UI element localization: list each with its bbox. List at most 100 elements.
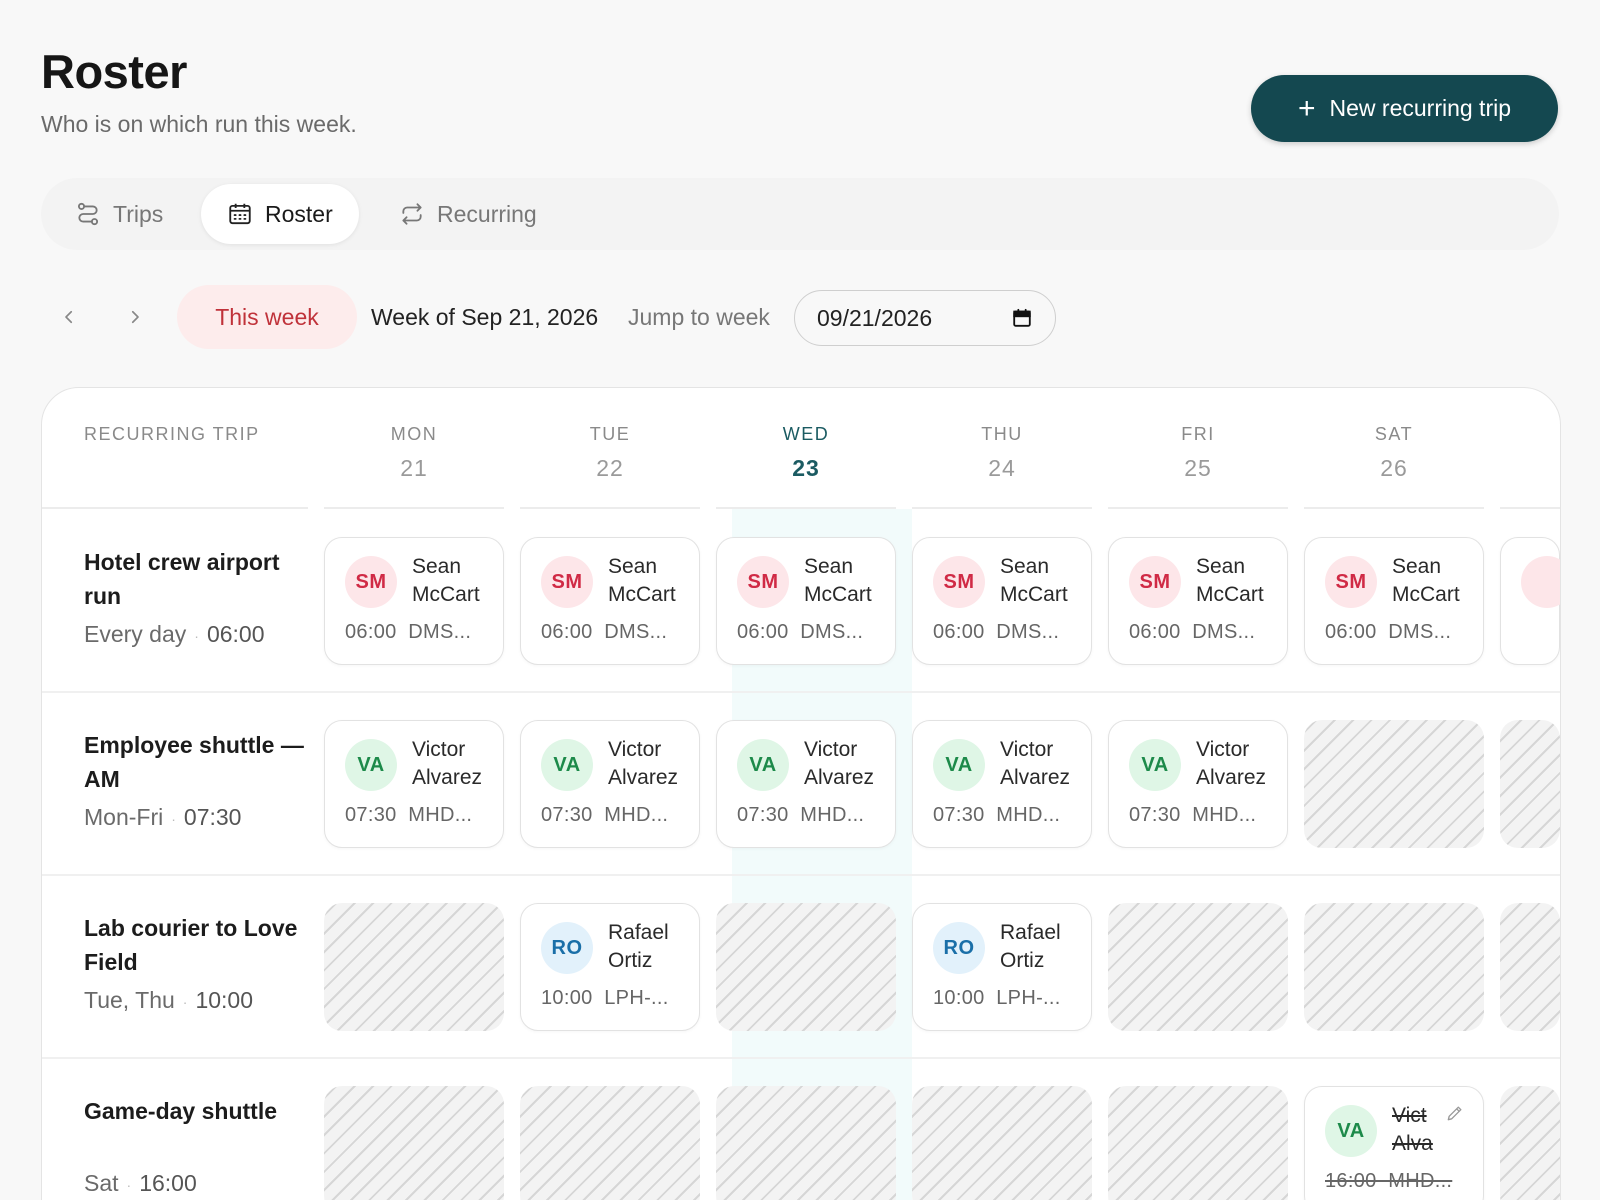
driver-first-name: Sean	[412, 555, 462, 578]
roster-assignment[interactable]: SM Sean McCart 06:00 DMS...	[324, 537, 504, 665]
day-name: TUE	[589, 424, 631, 444]
day-header-wed: WED 23	[716, 424, 896, 482]
date-value: 09/21/2026	[817, 304, 933, 331]
roster-cell-empty[interactable]	[324, 1086, 504, 1200]
driver-name: Rafael Ortiz	[608, 919, 698, 975]
tab-roster[interactable]: Roster	[201, 184, 359, 244]
tab-recurring[interactable]: Recurring	[373, 184, 563, 244]
driver-name: Rafael Ortiz	[1000, 919, 1090, 975]
roster-assignment[interactable]: VA Vict Alva 16:00 MHD...	[1304, 1086, 1484, 1200]
roster-assignment[interactable]: VA Victor Alvarez 07:30 MHD...	[716, 720, 896, 848]
avatar: VA	[933, 739, 985, 791]
roster-assignment[interactable]: SM Sean McCart 06:00 DMS...	[716, 537, 896, 665]
roster-assignment[interactable]: SM Sean McCart 06:00 DMS...	[1108, 537, 1288, 665]
driver-last-name: McCart	[1000, 583, 1068, 606]
avatar: SM	[1129, 556, 1181, 608]
day-header-fri: FRI 25	[1108, 424, 1288, 482]
day-name: SAT	[1374, 424, 1414, 444]
separator-dot: ·	[126, 1176, 132, 1193]
roster-assignment[interactable]: VA Victor Alvarez 07:30 MHD...	[1108, 720, 1288, 848]
roster-cell-empty[interactable]	[716, 1086, 896, 1200]
driver-name: Victor Alvarez	[1000, 736, 1090, 792]
roster-cell-empty[interactable]	[324, 903, 504, 1031]
trip-name[interactable]: Game-day shuttle	[84, 1098, 277, 1124]
trip-schedule: Every day · 06:00	[84, 621, 265, 648]
trip-name[interactable]: Employee shuttle — AM	[84, 732, 304, 792]
roster-assignment[interactable]: SM Sean McCart 06:00 DMS...	[1304, 537, 1484, 665]
calendar-picker-icon[interactable]	[1011, 307, 1033, 329]
trip-days: Tue, Thu	[84, 987, 175, 1013]
week-navigation: This week Week of Sep 21, 2026 Jump to w…	[41, 285, 1141, 349]
avatar: VA	[345, 739, 397, 791]
day-name: FRI	[1181, 424, 1215, 444]
roster-assignment[interactable]: RO Rafael Ortiz 10:00 LPH-...	[912, 903, 1092, 1031]
trip-name[interactable]: Lab courier to Love Field	[84, 915, 298, 975]
avatar: SM	[933, 556, 985, 608]
roster-cell-empty[interactable]	[520, 1086, 700, 1200]
avatar: VA	[541, 739, 593, 791]
roster-assignment[interactable]: VA Victor Alvarez 07:30 MHD...	[324, 720, 504, 848]
roster-assignment[interactable]: VA Victor Alvarez 07:30 MHD...	[520, 720, 700, 848]
new-recurring-trip-button[interactable]: + New recurring trip	[1251, 75, 1558, 142]
driver-first-name: Victor	[608, 738, 662, 761]
roster-cell-overflow[interactable]	[1500, 537, 1560, 665]
chevron-left-icon	[65, 310, 73, 324]
assignment-meta: 10:00 LPH-...	[933, 987, 1061, 1009]
driver-name: Sean McCart	[608, 553, 698, 609]
avatar	[1521, 556, 1560, 608]
tab-recurring-label: Recurring	[437, 200, 537, 227]
roster-assignment[interactable]: RO Rafael Ortiz 10:00 LPH-...	[520, 903, 700, 1031]
roster-cell-overflow[interactable]	[1500, 1086, 1560, 1200]
driver-first-name: Victor	[412, 738, 466, 761]
assignment-meta: 06:00 DMS...	[933, 621, 1060, 643]
driver-first-name: Vict	[1392, 1104, 1427, 1127]
assignment-meta: 07:30 MHD...	[345, 804, 473, 826]
roster-cell-overflow[interactable]	[1500, 720, 1560, 848]
trip-schedule: Sat · 16:00	[84, 1170, 197, 1197]
driver-last-name: McCart	[1392, 583, 1460, 606]
day-name: MON	[390, 424, 438, 444]
trip-time: 10:00	[195, 987, 254, 1013]
roster-cell-empty[interactable]	[1304, 903, 1484, 1031]
trip-name[interactable]: Hotel crew airport run	[84, 549, 280, 609]
day-number: 24	[988, 455, 1016, 481]
chevron-right-icon	[131, 310, 139, 324]
driver-last-name: Ortiz	[1000, 949, 1045, 972]
header-divider	[42, 507, 308, 509]
assignment-meta: 07:30 MHD...	[1129, 804, 1257, 826]
jump-to-week-label: Jump to week	[628, 304, 770, 330]
roster-assignment[interactable]: VA Victor Alvarez 07:30 MHD...	[912, 720, 1092, 848]
trip-schedule: Tue, Thu · 10:00	[84, 987, 253, 1014]
new-recurring-trip-label: New recurring trip	[1329, 95, 1512, 121]
roster-cell-empty[interactable]	[912, 1086, 1092, 1200]
assignment-meta: 07:30 MHD...	[933, 804, 1061, 826]
avatar: VA	[1129, 739, 1181, 791]
day-header-thu: THU 24	[912, 424, 1092, 482]
pencil-icon[interactable]	[1445, 1103, 1465, 1123]
roster-assignment[interactable]: SM Sean McCart 06:00 DMS...	[912, 537, 1092, 665]
row-divider	[42, 691, 1560, 693]
roster-cell-empty[interactable]	[1304, 720, 1484, 848]
trip-days: Mon-Fri	[84, 804, 164, 830]
roster-cell-overflow[interactable]	[1500, 903, 1560, 1031]
assignment-meta: 07:30 MHD...	[737, 804, 865, 826]
next-week-button[interactable]	[117, 299, 153, 335]
this-week-button[interactable]: This week	[177, 285, 357, 349]
roster-cell-empty[interactable]	[716, 903, 896, 1031]
week-of-label: Week of Sep 21, 2026	[371, 304, 599, 330]
day-number: 21	[400, 455, 428, 481]
row-divider	[42, 874, 1560, 876]
row-divider	[42, 1057, 1560, 1059]
roster-cell-empty[interactable]	[1108, 903, 1288, 1031]
tab-trips[interactable]: Trips	[49, 184, 189, 244]
header-divider	[1304, 507, 1484, 509]
driver-last-name: Alvarez	[412, 766, 483, 789]
roster-cell-empty[interactable]	[1108, 1086, 1288, 1200]
driver-last-name: McCart	[804, 583, 872, 606]
jump-to-week-input[interactable]: 09/21/2026	[794, 290, 1056, 346]
header-divider	[1500, 507, 1560, 509]
prev-week-button[interactable]	[51, 299, 87, 335]
roster-assignment[interactable]: SM Sean McCart 06:00 DMS...	[520, 537, 700, 665]
driver-last-name: Alvarez	[608, 766, 679, 789]
day-header-sat: SAT 26	[1304, 424, 1484, 482]
